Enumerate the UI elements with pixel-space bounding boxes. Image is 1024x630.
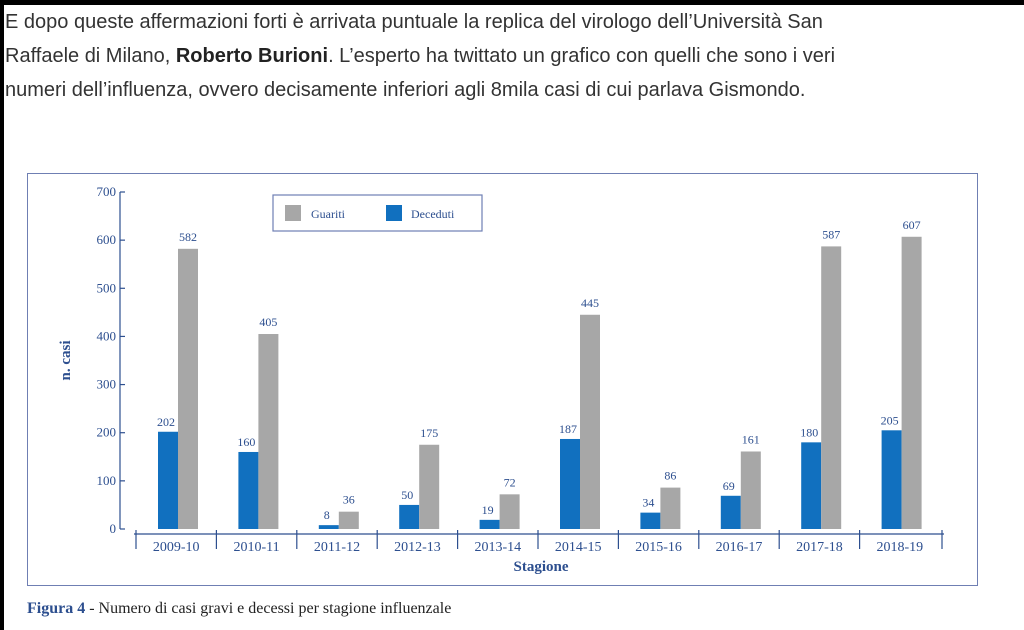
article-line-2: Raffaele di Milano, Roberto Burioni. L’e… [5, 39, 1015, 73]
chart-frame: 0 100 200 300 400 500 600 700 n. casi 202 582 2009-… [27, 173, 978, 586]
legend-label-deceduti: Deceduti [411, 207, 455, 221]
y-tick-label: 100 [97, 473, 117, 488]
bar-deceduti [560, 438, 580, 529]
bar-deceduti [238, 451, 259, 529]
y-tick-label: 600 [97, 232, 117, 247]
data-label-guariti: 72 [504, 475, 516, 489]
x-tick-label: 2010-11 [234, 540, 280, 555]
author-name: Roberto Burioni [175, 45, 329, 67]
figure-caption-text: - Numero di casi gravi e decessi per sta… [85, 600, 452, 617]
article-line-2-end: . L’esperto ha twittato un grafico con q… [328, 45, 836, 67]
article-line-1: E dopo queste affermazioni forti è arriv… [5, 11, 823, 33]
data-label-guariti: 161 [742, 432, 760, 446]
bar-guariti [660, 487, 681, 529]
bar-guariti [419, 444, 440, 529]
x-tick-label: 2011-12 [314, 540, 360, 555]
x-tick-label: 2016-17 [716, 540, 763, 555]
bar-guariti [740, 451, 761, 529]
legend-swatch-guariti [285, 205, 301, 221]
legend-label-guariti: Guariti [311, 207, 346, 221]
bar-deceduti [399, 504, 420, 529]
bar-deceduti [158, 431, 178, 529]
data-label-guariti: 405 [259, 315, 277, 329]
x-axis-title: Stagione [513, 559, 568, 575]
figure-caption: Figura 4 - Numero di casi gravi e decess… [27, 600, 451, 618]
bar-deceduti [881, 430, 902, 529]
data-label-deceduti: 8 [324, 508, 330, 522]
bar-deceduti [801, 442, 822, 529]
data-label-guariti: 607 [903, 218, 921, 232]
article-text: E dopo queste affermazioni forti è arriv… [5, 5, 1015, 107]
data-label-deceduti: 202 [157, 415, 175, 429]
bar-chart: 0 100 200 300 400 500 600 700 n. casi 202 582 2009-… [58, 184, 944, 575]
data-label-deceduti: 205 [881, 413, 899, 427]
x-tick-label: 2009-10 [153, 540, 200, 555]
y-tick-label: 500 [97, 280, 117, 295]
data-label-deceduti: 187 [559, 422, 577, 436]
data-label-deceduti: 69 [723, 479, 735, 493]
bar-deceduti [479, 519, 500, 529]
x-tick-label: 2018-19 [876, 540, 923, 555]
bar-guariti [178, 248, 198, 529]
x-tick-label: 2012-13 [394, 540, 441, 555]
data-label-deceduti: 34 [642, 496, 654, 510]
data-label-deceduti: 50 [401, 488, 413, 502]
data-label-deceduti: 180 [800, 425, 818, 439]
left-border [0, 0, 4, 630]
bar-guariti [580, 314, 600, 529]
bar-guariti [258, 334, 279, 529]
y-tick-label: 0 [110, 521, 117, 536]
article-line-2-start: Raffaele di Milano, [5, 45, 176, 67]
data-label-guariti: 582 [179, 230, 197, 244]
x-tick-label: 2013-14 [474, 540, 521, 555]
y-tick-label: 300 [97, 377, 117, 392]
data-label-guariti: 175 [420, 426, 438, 440]
bar-deceduti [720, 495, 741, 529]
figure-label: Figura 4 [27, 600, 86, 617]
y-axis-title: n. casi [58, 340, 74, 380]
data-label-deceduti: 19 [482, 503, 494, 517]
article-line-3: numeri dell’influenza, ovvero decisament… [5, 79, 806, 101]
x-tick-label: 2015-16 [635, 540, 682, 555]
x-tick-label: 2014-15 [555, 540, 602, 555]
bar-deceduti [318, 525, 339, 529]
x-tick-label: 2017-18 [796, 540, 843, 555]
bar-guariti [499, 494, 520, 529]
y-tick-label: 200 [97, 425, 117, 440]
data-label-guariti: 36 [343, 493, 355, 507]
bar-guariti [821, 246, 842, 529]
data-label-guariti: 86 [664, 469, 676, 483]
bar-guariti [338, 511, 359, 529]
legend-box [272, 194, 483, 232]
bar-guariti [901, 236, 922, 529]
data-label-guariti: 587 [822, 227, 840, 241]
y-tick-label: 400 [97, 328, 117, 343]
data-label-guariti: 445 [581, 296, 599, 310]
data-label-deceduti: 160 [237, 435, 255, 449]
legend-swatch-deceduti [386, 205, 402, 221]
bar-deceduti [640, 512, 661, 529]
top-border [0, 0, 1024, 5]
y-tick-label: 700 [97, 184, 117, 199]
